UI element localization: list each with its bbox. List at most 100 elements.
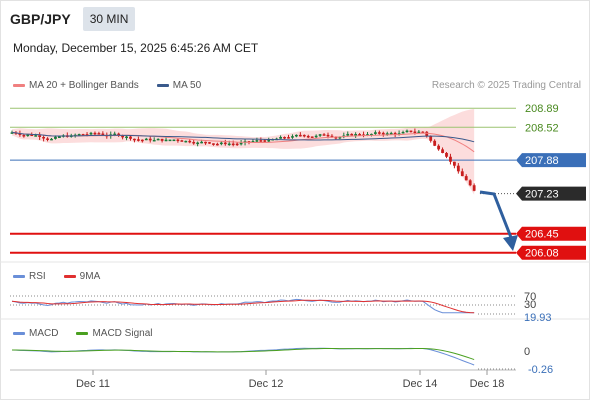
candle-body <box>172 139 176 142</box>
candle-body <box>346 133 350 136</box>
candle-body <box>148 138 152 141</box>
rsi-ma-swatch <box>63 275 76 278</box>
candle-body <box>437 145 440 150</box>
timeframe-button[interactable]: 30 MIN <box>82 7 136 31</box>
candle-body <box>318 134 322 136</box>
macd-swatch <box>13 332 25 335</box>
macd-signal-swatch <box>76 332 89 335</box>
x-axis-ticks: Dec 11 Dec 12 Dec 14 Dec 18 <box>76 370 504 390</box>
forecast-arrow-head <box>503 235 518 251</box>
candle-body <box>358 134 361 136</box>
candle-body <box>97 133 101 135</box>
candle-body <box>164 139 168 142</box>
macd-current-label: -0.26 <box>528 364 553 376</box>
candle-body <box>417 131 421 134</box>
candle-body <box>89 132 93 135</box>
candle-body <box>421 131 425 134</box>
candle-body <box>409 130 413 133</box>
candle-body <box>46 138 49 140</box>
forecast-arrow-line <box>479 190 514 241</box>
candle-body <box>200 141 203 144</box>
bollinger-bands <box>12 108 475 195</box>
candle-body <box>156 138 160 141</box>
candle-body <box>251 141 255 143</box>
candles <box>10 128 476 192</box>
candle-body <box>231 143 235 146</box>
candle-body <box>125 136 128 139</box>
candle-body <box>393 132 397 135</box>
candle-body <box>370 133 373 136</box>
candle-body <box>204 141 207 144</box>
rsi-line <box>11 298 475 314</box>
candle-body <box>50 138 53 141</box>
macd-zero-label: 0 <box>524 346 530 358</box>
candle-body <box>216 143 219 146</box>
candle-body <box>314 135 318 138</box>
candle-body <box>133 138 136 141</box>
forecast-arrow <box>479 190 518 251</box>
ma50-legend-label: MA 50 <box>172 80 202 91</box>
candle-body <box>38 135 42 137</box>
research-credit: Research © 2025 Trading Central <box>431 80 581 91</box>
candle-body <box>30 134 34 137</box>
candle-body <box>152 139 156 142</box>
candle-body <box>223 142 227 145</box>
candle-body <box>54 136 57 139</box>
current-price-tag <box>516 186 586 201</box>
candle-body <box>441 149 444 153</box>
candle-body <box>196 142 200 145</box>
ma50-line <box>11 131 475 143</box>
candle-body <box>101 133 105 136</box>
candle-body <box>374 132 377 134</box>
rsi-swatch <box>13 275 25 278</box>
candle-body <box>263 140 267 142</box>
pivot-tag <box>516 153 586 168</box>
x-tick-label: Dec 18 <box>470 378 505 390</box>
candle-body <box>449 156 452 162</box>
support-2-label: 206.08 <box>525 248 559 260</box>
candle-body <box>433 140 437 146</box>
header: GBP/JPY 30 MIN <box>6 7 136 31</box>
candle-body <box>77 134 81 136</box>
candle-body <box>26 134 30 137</box>
candle-body <box>456 165 460 172</box>
macd-signal-line <box>11 347 475 361</box>
candle-body <box>413 131 417 134</box>
pivot-label: 207.88 <box>525 155 559 167</box>
candle-body <box>322 134 326 136</box>
resistance-2-label: 208.89 <box>525 103 559 115</box>
candle-body <box>445 152 448 157</box>
candle-body <box>350 133 354 136</box>
candle-body <box>219 142 223 145</box>
candle-body <box>188 140 192 143</box>
candle-body <box>354 134 358 136</box>
candle-body <box>381 132 385 135</box>
resistance-1-label: 208.52 <box>525 122 559 134</box>
candle-body <box>239 142 243 145</box>
bollinger-band-area <box>12 108 475 195</box>
candle-body <box>389 132 393 135</box>
candle-body <box>176 139 180 142</box>
candle-body <box>460 171 464 177</box>
candle-body <box>338 136 342 139</box>
candle-body <box>22 134 26 137</box>
candle-body <box>397 133 401 135</box>
datetime-label: Monday, December 15, 2025 6:45:26 AM CET <box>13 41 259 55</box>
candle-body <box>298 134 302 137</box>
candle-body <box>121 135 124 138</box>
candle-body <box>472 185 476 191</box>
macd-legend: MACD MACD Signal <box>13 328 152 339</box>
candle-body <box>326 134 330 137</box>
candle-body <box>334 136 338 139</box>
rsi-70-label: 70 <box>524 291 536 303</box>
candle-body <box>464 176 468 181</box>
candle-body <box>405 130 409 133</box>
candle-body <box>85 134 89 136</box>
rsi-panel: 70 30 19.93 <box>10 291 552 324</box>
candle-body <box>295 134 298 137</box>
candle-body <box>385 133 389 135</box>
candle-body <box>287 137 290 139</box>
rsi-legend-label: RSI <box>29 271 46 282</box>
symbol-title: GBP/JPY <box>10 11 71 27</box>
